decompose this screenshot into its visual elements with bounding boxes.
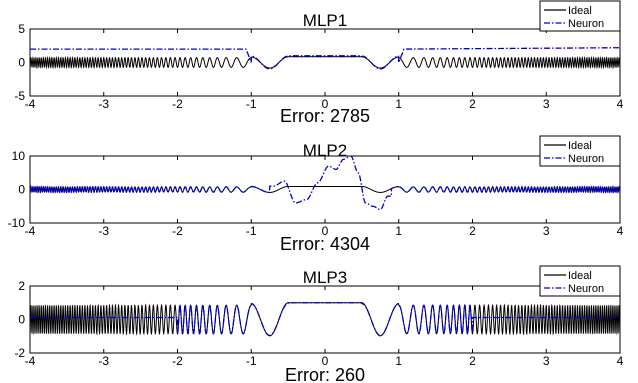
x-tick-label: 2 <box>469 97 476 111</box>
neuron-line <box>30 47 620 70</box>
legend-label-ideal: Ideal <box>568 270 592 282</box>
y-tick-label: -5 <box>14 89 25 103</box>
y-tick-label: 2 <box>18 279 25 293</box>
y-tick-label: -2 <box>14 346 25 360</box>
legend-box <box>539 0 621 32</box>
x-tick-label: 0 <box>322 97 329 111</box>
chart-1: -4 -3 -2 -1 0 1 2 3 4 5 0 -5 MLP1 Error: 2785 IdealNeu… <box>14 0 624 126</box>
x-tick-label: -3 <box>98 354 109 368</box>
legend-label-ideal: Ideal <box>568 5 592 17</box>
chart-3: -4 -3 -2 -1 0 1 2 3 4 2 0 -2 MLP3 Error: 260 IdealNeur… <box>14 265 624 383</box>
error-caption: Error: 260 <box>285 365 365 383</box>
neuron-line <box>30 302 620 337</box>
x-tick-label: 1 <box>395 97 402 111</box>
y-tick-label: 0 <box>18 56 25 70</box>
x-tick-label: -2 <box>172 224 183 238</box>
axes-box <box>29 285 621 354</box>
x-tick-label: 3 <box>543 224 550 238</box>
error-caption: Error: 4304 <box>280 234 370 254</box>
x-tick-label: -4 <box>25 224 36 238</box>
x-tick-label: 1 <box>395 354 402 368</box>
x-tick-label: 1 <box>395 224 402 238</box>
plot-area <box>30 47 620 70</box>
x-tick-label: -4 <box>25 354 36 368</box>
y-tick-label: 0 <box>18 183 25 197</box>
x-tick-label: -3 <box>98 224 109 238</box>
chart-title: MLP2 <box>303 141 347 160</box>
axes-box <box>29 155 621 224</box>
x-tick-label: -1 <box>246 224 257 238</box>
plot-area <box>30 302 620 337</box>
x-tick-label: 4 <box>617 354 624 368</box>
x-tick-label: 3 <box>543 97 550 111</box>
x-tick-label: -1 <box>246 97 257 111</box>
legend-box <box>539 135 621 167</box>
x-tick-label: 4 <box>617 224 624 238</box>
x-tick-label: 4 <box>617 97 624 111</box>
legend-label-ideal: Ideal <box>568 140 592 152</box>
x-tick-label: -1 <box>246 354 257 368</box>
legend-label-neuron: Neuron <box>568 18 604 30</box>
y-tick-label: 5 <box>18 22 25 36</box>
x-tick-label: -4 <box>25 97 36 111</box>
plot-area <box>30 156 620 211</box>
chart-title: MLP1 <box>303 11 347 30</box>
x-tick-label: 0 <box>322 354 329 368</box>
x-tick-label: -2 <box>172 354 183 368</box>
y-tick-label: 0 <box>18 313 25 327</box>
error-caption: Error: 2785 <box>280 106 370 126</box>
chart-title: MLP3 <box>303 268 347 287</box>
x-tick-label: -3 <box>98 97 109 111</box>
y-tick-label: -10 <box>8 216 26 230</box>
ideal-line <box>30 55 620 70</box>
x-tick-label: 3 <box>543 354 550 368</box>
x-tick-label: 2 <box>469 224 476 238</box>
legend-box <box>539 265 621 297</box>
x-tick-label: -2 <box>172 97 183 111</box>
neuron-line <box>30 156 620 211</box>
y-tick-label: 10 <box>12 149 26 163</box>
x-tick-label: 2 <box>469 354 476 368</box>
legend-label-neuron: Neuron <box>568 283 604 295</box>
ideal-line <box>30 302 620 337</box>
axes-box <box>29 28 621 97</box>
x-tick-label: 0 <box>322 224 329 238</box>
legend-label-neuron: Neuron <box>568 153 604 165</box>
